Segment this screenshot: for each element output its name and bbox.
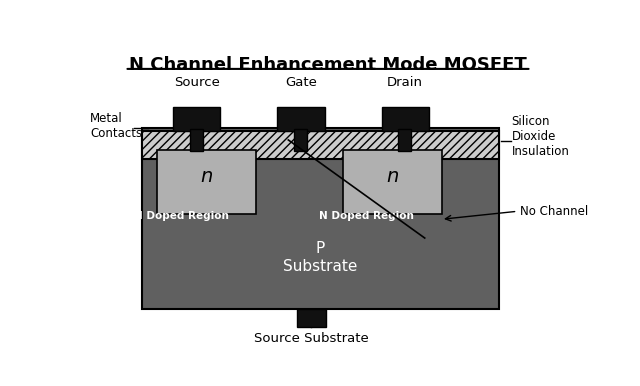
Text: Source Substrate: Source Substrate bbox=[254, 332, 369, 345]
Bar bbox=[157, 150, 256, 214]
Text: Silicon
Dioxide
Insulation: Silicon Dioxide Insulation bbox=[511, 115, 570, 159]
Bar bbox=[381, 107, 429, 131]
Bar bbox=[142, 128, 499, 309]
Bar bbox=[294, 129, 307, 151]
Text: Gate: Gate bbox=[285, 76, 317, 88]
Bar bbox=[399, 129, 411, 151]
Bar bbox=[343, 150, 442, 214]
Text: n: n bbox=[387, 167, 399, 186]
Text: N Doped Region: N Doped Region bbox=[134, 211, 229, 221]
Bar bbox=[277, 107, 324, 131]
Bar bbox=[190, 129, 202, 151]
Text: Source: Source bbox=[174, 76, 220, 88]
Text: P
Substrate: P Substrate bbox=[284, 241, 358, 274]
Text: Metal
Contacts: Metal Contacts bbox=[90, 112, 142, 140]
Text: No Channel: No Channel bbox=[520, 205, 589, 218]
Text: N Channel Enhancement Mode MOSFET: N Channel Enhancement Mode MOSFET bbox=[129, 56, 527, 74]
Bar bbox=[142, 131, 499, 159]
Text: Drain: Drain bbox=[387, 76, 423, 88]
Bar bbox=[297, 309, 326, 327]
Text: n: n bbox=[200, 167, 212, 186]
Bar bbox=[173, 107, 220, 131]
Text: N Doped Region: N Doped Region bbox=[319, 211, 413, 221]
